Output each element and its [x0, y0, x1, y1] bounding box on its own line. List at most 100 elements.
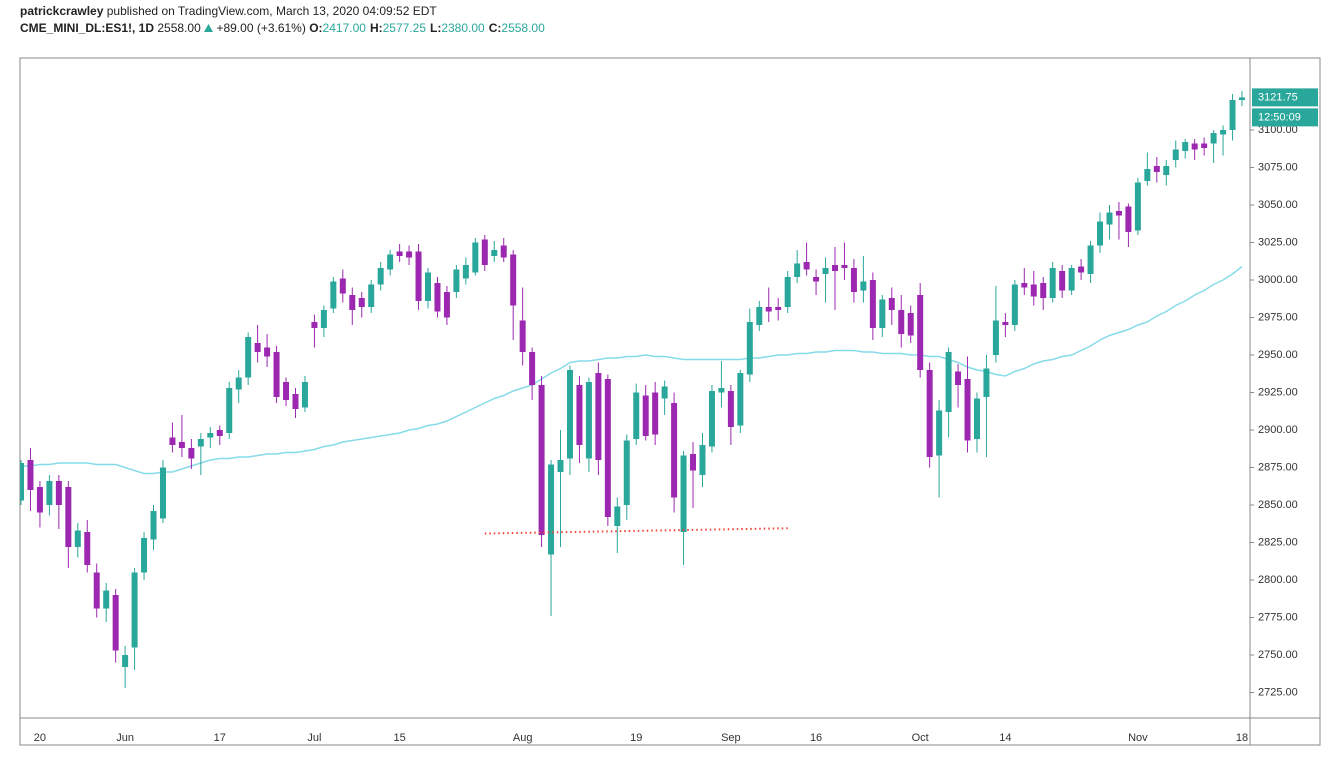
- trendline: [484, 527, 788, 535]
- countdown-tag: [1252, 108, 1318, 127]
- y-tick-label: 3075.00: [1258, 161, 1298, 173]
- candle-body: [832, 265, 838, 271]
- candle-body: [964, 379, 971, 441]
- x-tick-label: Aug: [513, 732, 533, 744]
- y-tick-label: 3050.00: [1258, 199, 1298, 211]
- candle-body: [415, 251, 422, 301]
- candle-body: [992, 320, 999, 355]
- ohlc-label: O:: [309, 21, 323, 35]
- y-tick-label: 3100.00: [1258, 124, 1298, 136]
- candle-body: [273, 352, 280, 397]
- candle-body: [1011, 284, 1018, 325]
- candle-body: [869, 280, 876, 328]
- candle-body: [254, 343, 261, 352]
- candle-body: [235, 377, 242, 390]
- y-tick-label: 2800.00: [1258, 574, 1298, 586]
- candle-body: [443, 292, 450, 318]
- candle-body: [557, 460, 564, 472]
- candle-body: [510, 254, 517, 306]
- y-tick-label: 2925.00: [1258, 386, 1298, 398]
- candle-body: [623, 440, 630, 505]
- candle-body: [74, 530, 81, 547]
- y-tick-label: 3025.00: [1258, 236, 1298, 248]
- candle-body: [898, 310, 905, 334]
- candle-body: [690, 454, 697, 471]
- candle-body: [718, 388, 725, 393]
- candle-body: [1106, 212, 1113, 225]
- candle-body: [1144, 169, 1151, 181]
- candle-body: [860, 281, 867, 291]
- candle-body: [1059, 271, 1066, 291]
- header-line-1: patrickcrawley published on TradingView.…: [20, 3, 549, 20]
- candle-body: [301, 382, 308, 408]
- candle-body: [20, 463, 24, 501]
- candle-body: [1097, 221, 1104, 246]
- candle-body: [926, 370, 933, 457]
- ohlc-value: 2577.25: [382, 21, 426, 35]
- candle-body: [55, 481, 62, 505]
- ohlc-value: 2417.00: [322, 21, 366, 35]
- candle-body: [339, 278, 346, 294]
- y-tick-label: 2950.00: [1258, 349, 1298, 361]
- candle-body: [529, 352, 536, 385]
- candle-body: [46, 481, 53, 505]
- candle-body: [548, 464, 555, 555]
- x-tick-label: 15: [393, 732, 405, 744]
- x-tick-label: 20: [34, 732, 46, 744]
- candle-body: [103, 590, 110, 609]
- last-price-label: 3121.75: [1258, 91, 1298, 103]
- ohlc-label: L:: [430, 21, 442, 35]
- candle-body: [1239, 97, 1245, 100]
- candle-body: [197, 439, 204, 447]
- candle-body: [708, 391, 715, 447]
- candle-body: [1002, 322, 1009, 325]
- candle-body: [1021, 283, 1028, 288]
- ohlc-label: H:: [369, 21, 383, 35]
- candle-body: [671, 403, 678, 498]
- candle-body: [264, 347, 271, 357]
- candle-body: [1191, 143, 1198, 150]
- countdown-label: 12:50:09: [1258, 111, 1301, 123]
- candle-body: [358, 298, 365, 307]
- candle-body: [850, 268, 857, 292]
- candle-body: [141, 538, 148, 573]
- candle-body: [813, 277, 820, 282]
- candle-body: [178, 442, 185, 448]
- y-tick-label: 2875.00: [1258, 461, 1298, 473]
- header: patrickcrawley published on TradingView.…: [20, 3, 549, 37]
- up-arrow: [204, 24, 214, 32]
- candle-body: [1182, 142, 1189, 151]
- candle-body: [292, 394, 299, 409]
- candle-body: [1115, 211, 1122, 216]
- candle-body: [841, 265, 848, 268]
- candle-body: [387, 254, 394, 270]
- candle-body: [727, 391, 734, 427]
- candle-body: [642, 395, 649, 436]
- candle-body: [159, 467, 166, 519]
- y-tick-label: 2900.00: [1258, 424, 1298, 436]
- candle-body: [1210, 133, 1217, 144]
- candle-body: [93, 572, 100, 609]
- candle-body: [699, 445, 706, 475]
- candle-body: [283, 382, 290, 400]
- candle-body: [604, 379, 611, 517]
- candle-body: [150, 511, 157, 540]
- x-tick-label: 14: [999, 732, 1011, 744]
- x-tick-label: Jun: [116, 732, 134, 744]
- candle-body: [472, 242, 479, 273]
- candle-body: [1030, 284, 1037, 297]
- candle-body: [576, 385, 583, 445]
- candle-body: [784, 277, 791, 307]
- last: 2558.00: [157, 21, 201, 35]
- candle-body: [396, 251, 403, 256]
- y-tick-label: 2775.00: [1258, 611, 1298, 623]
- ohlc-value: 2558.00: [501, 21, 545, 35]
- candle-body: [1229, 100, 1236, 130]
- candle-body: [983, 368, 990, 397]
- candle-body: [595, 373, 602, 460]
- symbol: CME_MINI_DL:ES1!, 1D: [20, 21, 155, 35]
- moving-average: [21, 265, 1243, 475]
- change: +89.00 (+3.61%): [216, 21, 306, 35]
- candle-body: [822, 268, 829, 274]
